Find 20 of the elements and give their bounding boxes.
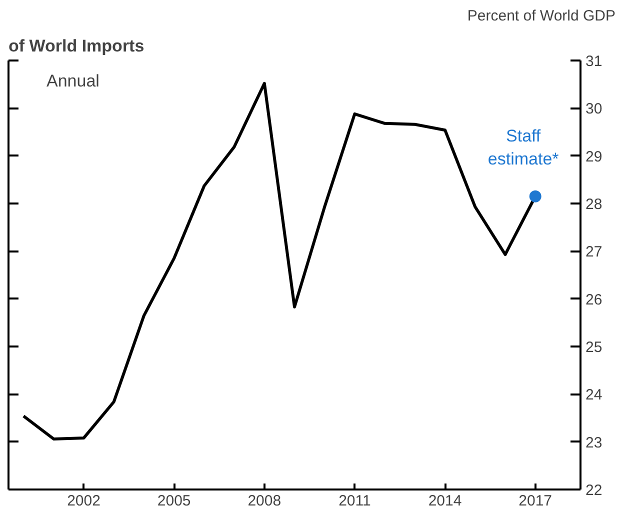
y-tick-label: 25 (586, 339, 602, 356)
x-tick-label: 2011 (338, 492, 371, 510)
y-tick-label: 31 (586, 53, 602, 70)
x-tick-label: 2002 (67, 492, 100, 510)
y-tick-label: 28 (586, 196, 602, 213)
x-tick-label: 2008 (248, 492, 282, 510)
y-tick-label: 22 (586, 482, 602, 499)
x-tick-label: 2014 (428, 492, 462, 510)
y-tick-label: 24 (586, 386, 602, 404)
annotation: Annual (46, 72, 100, 90)
y-tick-label: 23 (586, 434, 602, 452)
y-axis-title: Percent of World GDP (467, 8, 616, 24)
x-tick-label: 2005 (157, 492, 191, 510)
y-tick-label: 30 (586, 100, 602, 118)
chart-title: of World Imports (8, 36, 144, 56)
annotation: Staff estimate* (488, 126, 560, 168)
y-tick-label: 27 (586, 244, 602, 261)
y-tick-label: 26 (586, 291, 602, 308)
y-tick-label: 29 (586, 148, 602, 166)
x-tick-label: 2017 (518, 492, 552, 510)
